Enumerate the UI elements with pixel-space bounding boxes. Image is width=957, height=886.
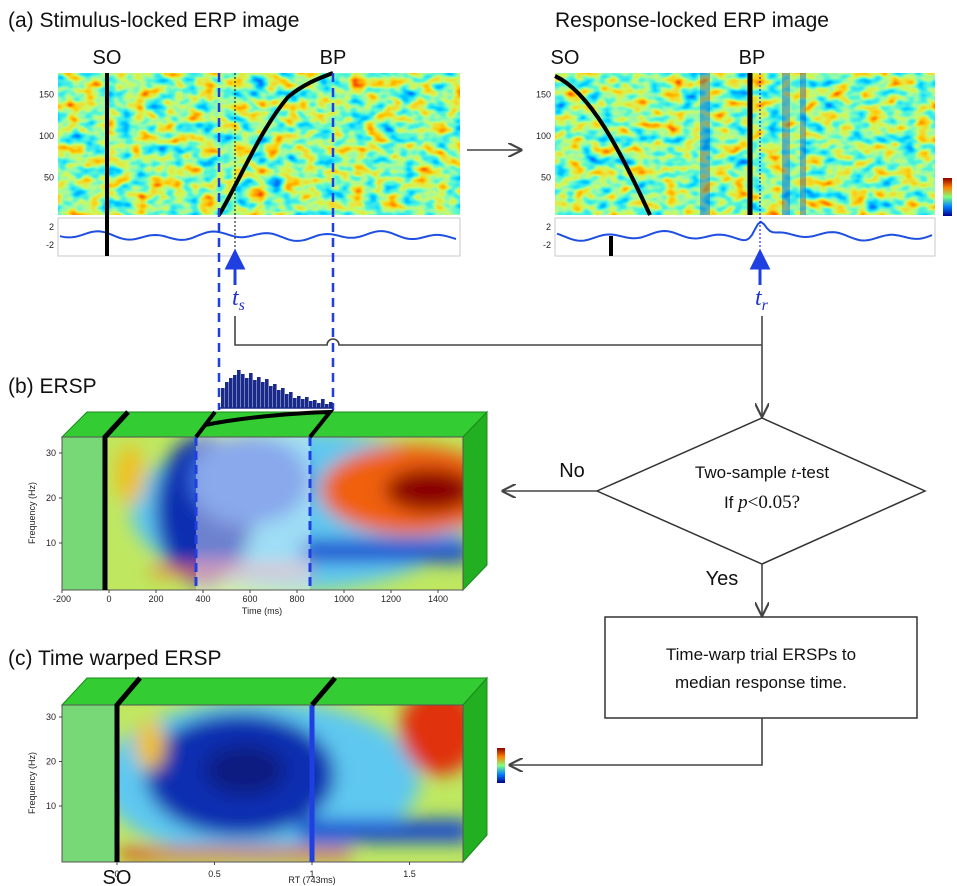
decision-line: Two-sample t-test xyxy=(695,463,829,482)
y-tick-label: 50 xyxy=(44,173,54,183)
x-tick-label-large: 0.5 xyxy=(208,869,221,879)
arrow xyxy=(510,718,762,765)
hist-bar xyxy=(289,392,293,408)
process-line: median response time. xyxy=(675,673,847,692)
box-side xyxy=(463,678,487,862)
colorbar xyxy=(943,178,952,216)
y-tick-label: 30 xyxy=(46,712,56,722)
y-tick-label: -2 xyxy=(46,240,54,250)
y-tick-label: 50 xyxy=(541,173,551,183)
y-axis-label: Frequency (Hz) xyxy=(27,482,37,544)
y-tick-label: 10 xyxy=(46,801,56,811)
so-label: SO xyxy=(93,47,122,69)
hist-bar xyxy=(313,400,317,408)
colorbar xyxy=(497,748,505,783)
hist-bar xyxy=(229,378,233,408)
hist-bar xyxy=(257,377,261,408)
hist-bar xyxy=(321,399,325,408)
figure: (a) Stimulus-locked ERP image Response-l… xyxy=(0,0,957,886)
y-tick-label: 150 xyxy=(536,90,551,100)
y-tick-label: 100 xyxy=(536,131,551,141)
hist-bar xyxy=(241,374,245,408)
x-tick-label: 1200 xyxy=(381,594,401,604)
x-tick-label: 1400 xyxy=(428,594,448,604)
erp-image-right xyxy=(555,73,935,215)
x-tick-label: 0 xyxy=(106,594,111,604)
x-tick-label: 600 xyxy=(242,594,257,604)
bp-label: BP xyxy=(739,47,766,69)
process-box xyxy=(605,617,917,718)
hist-bar xyxy=(233,375,237,408)
hist-bar xyxy=(297,396,301,408)
x-tick-label: -200 xyxy=(53,594,71,604)
panel-c-title: (c) Time warped ERSP xyxy=(8,647,222,670)
x-tick-label-large: 1.5 xyxy=(403,869,416,879)
yes-label: Yes xyxy=(706,568,739,590)
ts-label: ts xyxy=(232,285,245,314)
hist-bar xyxy=(277,390,281,408)
process-line: Time-warp trial ERSPs to xyxy=(666,645,856,664)
y-axis-label: Frequency (Hz) xyxy=(27,752,37,814)
x-tick-label: 400 xyxy=(195,594,210,604)
hist-bar xyxy=(249,373,253,408)
hist-bar xyxy=(225,382,229,408)
panel-a-right-title: Response-locked ERP image xyxy=(555,9,829,32)
panel-a-title: (a) Stimulus-locked ERP image xyxy=(8,9,299,32)
hist-bar xyxy=(293,398,297,408)
bp-label: BP xyxy=(320,47,347,69)
hist-bar xyxy=(221,388,225,408)
rt-histogram xyxy=(221,370,333,408)
y-tick-label: 150 xyxy=(39,90,54,100)
hist-bar xyxy=(305,397,309,408)
x-tick-label-large: 0 xyxy=(114,869,119,879)
decision-diamond xyxy=(597,418,925,564)
ersp-map xyxy=(62,685,480,862)
x-tick-label-large: 1 xyxy=(309,869,314,879)
y-tick-label: 2 xyxy=(546,222,551,232)
hist-bar xyxy=(269,386,273,408)
box-side xyxy=(463,412,487,590)
tr-label: tr xyxy=(755,285,769,314)
panel-b-title: (b) ERSP xyxy=(8,375,97,398)
hist-bar xyxy=(329,402,333,408)
y-tick-label: 2 xyxy=(49,222,54,232)
hist-bar xyxy=(265,379,269,408)
connector xyxy=(235,316,762,345)
hist-bar xyxy=(285,394,289,408)
hist-bar xyxy=(261,382,265,408)
y-tick-label: 100 xyxy=(39,131,54,141)
ersp-map xyxy=(62,430,500,590)
hist-bar xyxy=(301,399,305,408)
hist-bar xyxy=(309,401,313,408)
hist-bar xyxy=(253,380,257,408)
y-tick-label: 20 xyxy=(46,757,56,767)
x-tick-label: 800 xyxy=(289,594,304,604)
decision-line: If p<0.05? xyxy=(724,492,800,513)
y-tick-label: 30 xyxy=(46,448,56,458)
y-tick-label: -2 xyxy=(543,240,551,250)
hist-bar xyxy=(237,370,241,408)
y-tick-label: 20 xyxy=(46,493,56,503)
hist-bar xyxy=(281,388,285,408)
hist-bar xyxy=(273,384,277,408)
x-axis-label: Time (ms) xyxy=(242,606,282,616)
x-tick-label: 200 xyxy=(148,594,163,604)
so-label: SO xyxy=(551,47,580,69)
y-tick-label: 10 xyxy=(46,538,56,548)
no-label: No xyxy=(559,460,585,482)
hist-bar xyxy=(245,378,249,408)
x-tick-label: 1000 xyxy=(334,594,354,604)
latency-arrows xyxy=(227,252,768,285)
